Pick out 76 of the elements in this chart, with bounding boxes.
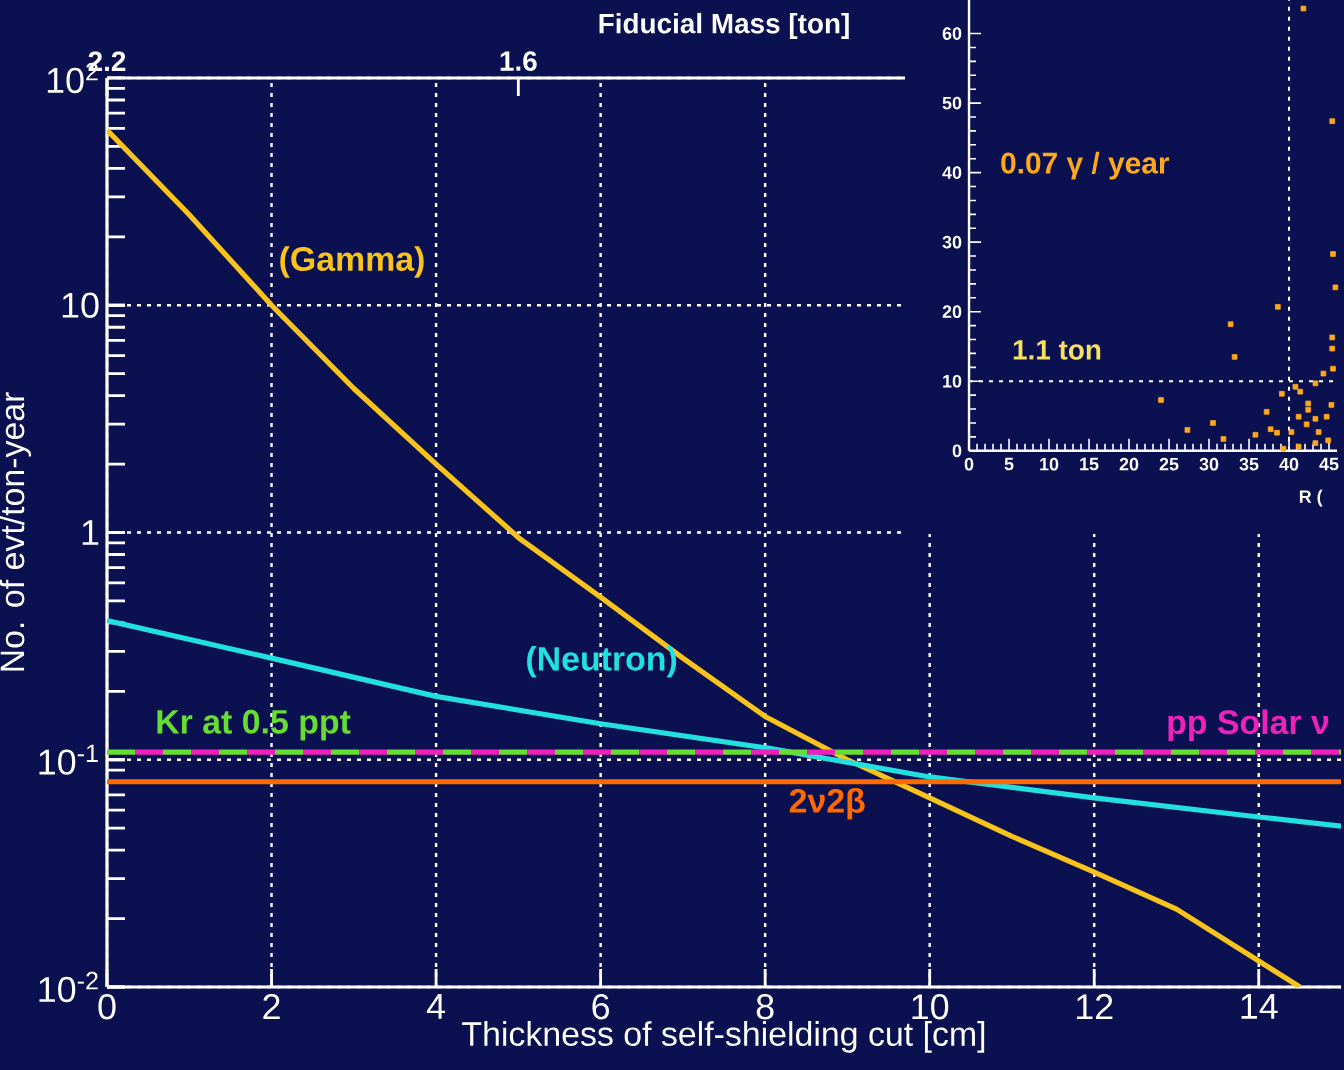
point	[1312, 415, 1319, 422]
y-tick-label: 0	[952, 444, 962, 458]
x-tick-label: 4	[426, 994, 446, 1019]
y-tick-label: 60	[942, 27, 962, 40]
x-tick-label: 14	[1241, 994, 1278, 1019]
point	[1325, 437, 1332, 444]
x-tick-label: 30	[1199, 457, 1219, 471]
point	[1315, 429, 1322, 435]
point	[1280, 445, 1287, 452]
point	[1312, 440, 1319, 446]
point	[1329, 345, 1336, 352]
y-tick-label: 40	[942, 166, 962, 179]
point	[1328, 402, 1335, 408]
point	[1220, 436, 1227, 442]
y-tick-label: 20	[942, 305, 962, 319]
x-tick-label: 2	[263, 994, 280, 1020]
series-label: (Gamma)	[280, 246, 424, 278]
point	[1332, 284, 1339, 291]
point	[1329, 334, 1336, 341]
point	[1303, 421, 1310, 428]
y-tick-label: 10$^{-2}$	[39, 971, 98, 1003]
series-label: Kr at 0.5 ppt	[157, 709, 351, 741]
x2-tick-label: 1.6	[500, 51, 537, 71]
x-tick-label: 6	[592, 994, 610, 1020]
x-tick-label: 35	[1239, 457, 1259, 471]
x-tick-label: 0	[964, 457, 974, 471]
point	[1158, 397, 1164, 403]
y-axis-title: No. of evt/ton-year	[0, 392, 32, 671]
annotation: 1.1 ton	[1013, 340, 1101, 360]
point	[1300, 5, 1307, 12]
series-label: 2ν2β	[789, 788, 865, 820]
point	[1292, 384, 1299, 390]
point	[1295, 413, 1302, 420]
x-tick-label: 40	[1279, 457, 1299, 471]
annotation: 0.07 γ / year	[1001, 151, 1170, 180]
series-label: (Neutron)	[527, 645, 677, 678]
x-axis-title: Thickness of self-shielding cut [cm]	[462, 1021, 985, 1053]
y-tick-label: 10	[943, 374, 962, 388]
point	[1275, 304, 1281, 310]
point	[1184, 427, 1191, 433]
x-tick-label: 15	[1080, 457, 1099, 471]
point	[1252, 431, 1259, 438]
y-tick-label: 10$^{-1}$	[39, 744, 98, 775]
point	[1329, 118, 1336, 124]
point	[1279, 390, 1285, 397]
point	[1267, 426, 1274, 433]
y-tick-label: 50	[942, 96, 962, 110]
y-tick-label: 10	[62, 292, 99, 318]
x-tick-label: 20	[1119, 457, 1139, 471]
point	[1312, 380, 1319, 387]
x-axis-title: R (	[1299, 489, 1323, 507]
point	[1330, 365, 1336, 372]
point	[1305, 406, 1312, 413]
point	[1320, 370, 1327, 377]
x2-axis-title: Fiducial Mass [ton]	[599, 12, 849, 39]
series-label: pp Solar ν	[1168, 709, 1329, 741]
point	[1323, 413, 1330, 420]
x-tick-label: 25	[1159, 457, 1179, 471]
x-tick-label: 8	[756, 994, 774, 1020]
x-tick-label: 0	[98, 994, 116, 1020]
point	[1263, 409, 1270, 415]
y-tick-label: 1	[82, 520, 99, 545]
point	[1210, 420, 1216, 426]
x-tick-label: 10	[1040, 457, 1059, 471]
point	[1227, 321, 1234, 328]
point	[1288, 429, 1295, 435]
point	[1330, 251, 1336, 257]
y-tick-label: 30	[942, 235, 962, 249]
point	[1274, 429, 1280, 436]
x-tick-label: 12	[1076, 994, 1113, 1020]
point	[1297, 388, 1304, 395]
point	[1305, 400, 1312, 407]
point	[1231, 354, 1238, 360]
x-tick-label: 5	[1004, 457, 1014, 471]
point	[1295, 443, 1302, 450]
x-tick-label: 45	[1319, 457, 1339, 471]
